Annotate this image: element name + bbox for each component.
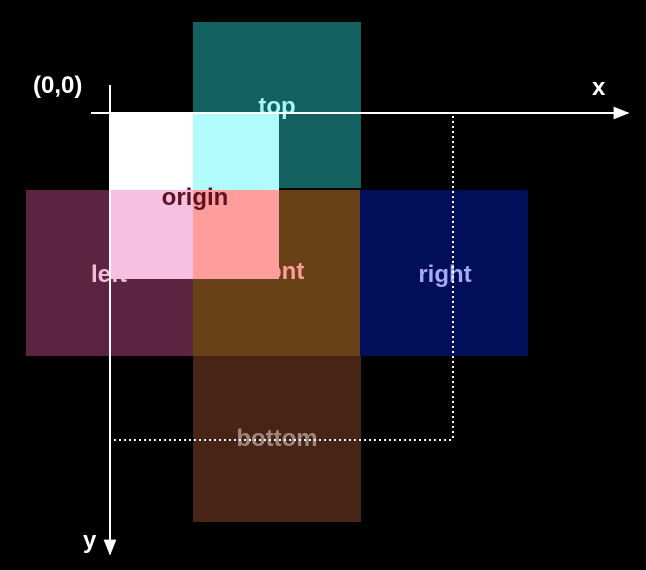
origin-overlap-top xyxy=(193,113,279,190)
bottom-label: bottom xyxy=(236,425,318,452)
origin-overlap-front xyxy=(193,190,279,279)
x-axis-label: x xyxy=(592,74,606,101)
origin-label: origin xyxy=(161,184,229,211)
y-axis-label: y xyxy=(83,527,97,554)
origin-overlap-left xyxy=(110,190,193,279)
right-face xyxy=(360,190,528,356)
right-label: right xyxy=(418,261,472,288)
origin-coordinate-label: (0,0) xyxy=(33,72,83,99)
origin-square xyxy=(110,113,193,190)
